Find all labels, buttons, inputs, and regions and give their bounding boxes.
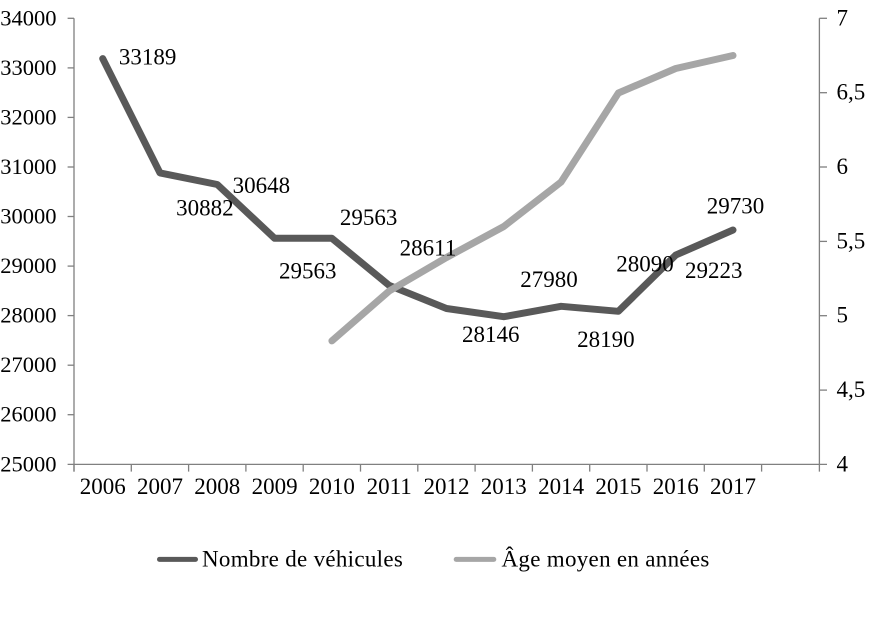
svg-text:2011: 2011 bbox=[367, 474, 412, 499]
svg-text:7: 7 bbox=[837, 5, 849, 30]
svg-text:2007: 2007 bbox=[137, 474, 183, 499]
svg-text:29000: 29000 bbox=[0, 253, 56, 278]
svg-text:28146: 28146 bbox=[462, 322, 520, 347]
svg-text:31000: 31000 bbox=[0, 154, 56, 179]
svg-text:2017: 2017 bbox=[710, 474, 756, 499]
svg-text:5: 5 bbox=[837, 303, 849, 328]
svg-text:33189: 33189 bbox=[119, 45, 177, 70]
svg-text:2008: 2008 bbox=[194, 474, 240, 499]
svg-text:28000: 28000 bbox=[0, 303, 56, 328]
svg-text:29223: 29223 bbox=[685, 258, 743, 283]
svg-text:27000: 27000 bbox=[0, 352, 56, 377]
svg-text:28090: 28090 bbox=[616, 252, 674, 277]
svg-text:29563: 29563 bbox=[340, 205, 398, 230]
svg-text:2012: 2012 bbox=[424, 474, 470, 499]
svg-text:30000: 30000 bbox=[0, 204, 56, 229]
svg-text:6: 6 bbox=[837, 154, 849, 179]
svg-text:33000: 33000 bbox=[0, 55, 56, 80]
svg-text:2009: 2009 bbox=[252, 474, 298, 499]
svg-text:34000: 34000 bbox=[0, 5, 56, 30]
svg-text:4: 4 bbox=[837, 451, 849, 476]
svg-text:5,5: 5,5 bbox=[837, 228, 866, 253]
svg-text:2006: 2006 bbox=[80, 474, 126, 499]
svg-text:25000: 25000 bbox=[0, 451, 56, 476]
svg-text:2013: 2013 bbox=[481, 474, 527, 499]
svg-text:30648: 30648 bbox=[233, 173, 291, 198]
svg-text:29730: 29730 bbox=[707, 194, 765, 219]
svg-text:27980: 27980 bbox=[520, 267, 578, 292]
svg-text:32000: 32000 bbox=[0, 104, 56, 129]
svg-text:2015: 2015 bbox=[595, 474, 641, 499]
svg-text:6,5: 6,5 bbox=[837, 80, 866, 105]
svg-text:2016: 2016 bbox=[653, 474, 699, 499]
svg-text:26000: 26000 bbox=[0, 402, 56, 427]
svg-text:Nombre de véhicules: Nombre de véhicules bbox=[202, 546, 403, 571]
svg-text:28190: 28190 bbox=[577, 327, 635, 352]
svg-text:29563: 29563 bbox=[279, 259, 337, 284]
svg-text:2010: 2010 bbox=[309, 474, 355, 499]
svg-text:28611: 28611 bbox=[400, 235, 457, 260]
svg-text:4,5: 4,5 bbox=[837, 377, 866, 402]
svg-text:30882: 30882 bbox=[176, 195, 234, 220]
svg-text:2014: 2014 bbox=[538, 474, 585, 499]
svg-text:Âge moyen en années: Âge moyen en années bbox=[502, 546, 710, 571]
